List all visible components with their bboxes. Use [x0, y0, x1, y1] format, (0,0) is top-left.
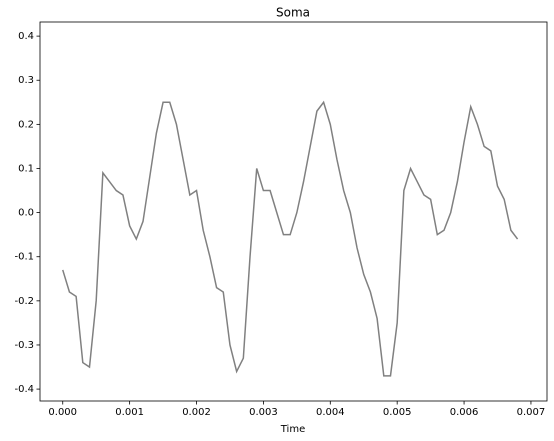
y-tick-label: -0.1	[14, 252, 34, 263]
y-tick-label: 0.0	[18, 208, 34, 219]
x-tick-label: 0.000	[48, 407, 77, 418]
x-tick-label: 0.007	[517, 407, 546, 418]
x-tick-label: 0.001	[115, 407, 144, 418]
y-tick-label: 0.2	[18, 119, 34, 130]
x-tick-label: 0.002	[182, 407, 211, 418]
x-tick-label: 0.005	[383, 407, 412, 418]
y-tick-label: 0.3	[18, 75, 34, 86]
plot-frame	[39, 21, 548, 402]
y-tick-label: 0.1	[18, 163, 34, 174]
x-tick-label: 0.004	[316, 407, 345, 418]
y-tick-label: -0.2	[14, 296, 34, 307]
chart-title: Soma	[276, 6, 310, 20]
y-tick-label: -0.3	[14, 340, 34, 351]
line-series	[62, 100, 519, 377]
x-tick-label: 0.006	[450, 407, 479, 418]
x-tick-label: 0.003	[249, 407, 278, 418]
y-tick-label: -0.4	[14, 384, 34, 395]
x-axis-label: Time	[280, 424, 305, 435]
y-tick-label: 0.4	[18, 31, 34, 42]
